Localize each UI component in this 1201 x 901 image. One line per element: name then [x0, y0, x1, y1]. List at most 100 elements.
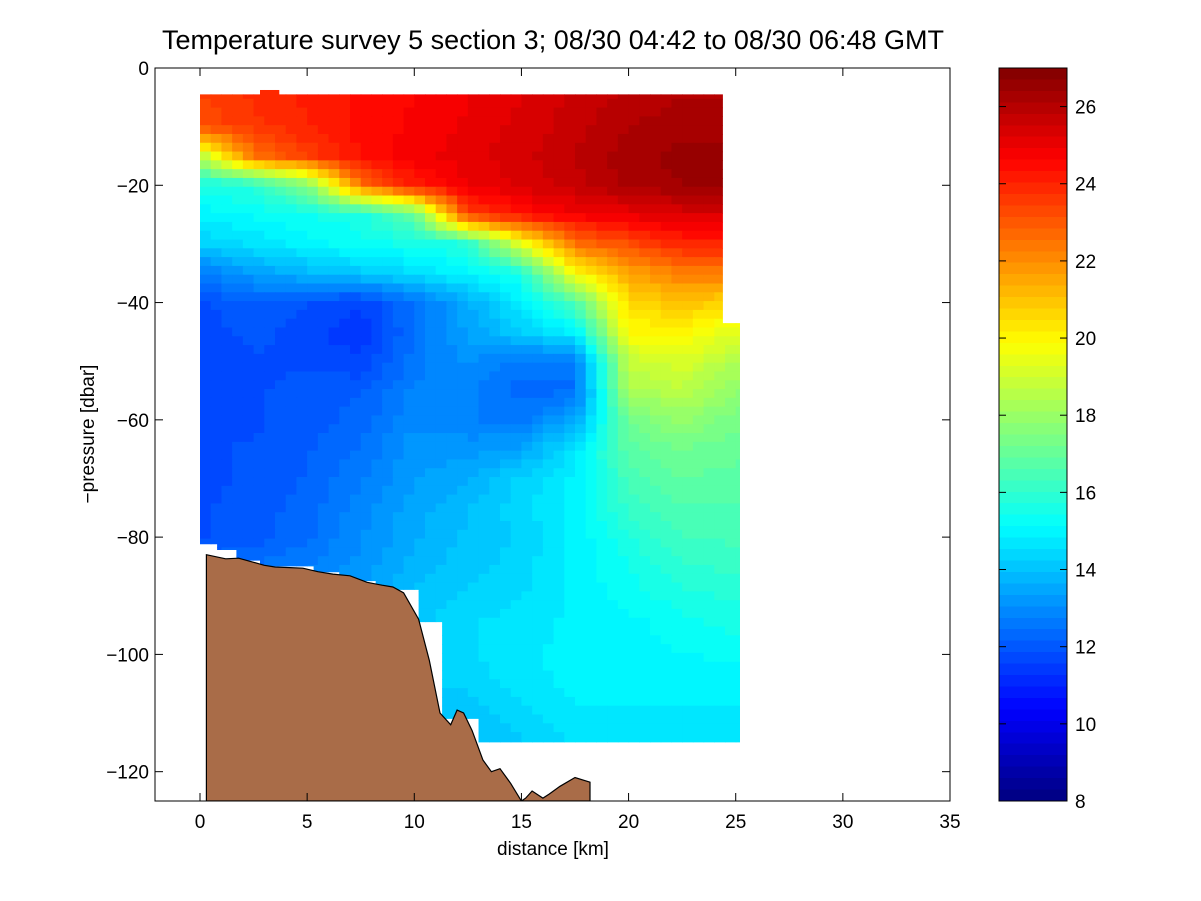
temperature-cell — [392, 485, 405, 496]
temperature-cell — [532, 670, 544, 680]
temperature-cell — [607, 591, 619, 601]
temperature-cell — [575, 265, 587, 276]
temperature-cell — [575, 459, 587, 469]
temperature-cell — [510, 107, 523, 117]
temperature-cell — [317, 239, 330, 249]
temperature-cell — [575, 89, 587, 100]
temperature-cell — [628, 292, 640, 302]
temperature-cell — [478, 248, 490, 258]
temperature-cell — [510, 380, 523, 390]
temperature-cell — [253, 133, 265, 144]
temperature-cell — [650, 389, 662, 399]
temperature-cell — [221, 133, 233, 144]
temperature-cell — [307, 415, 319, 425]
temperature-cell — [617, 582, 630, 592]
temperature-cell — [253, 89, 265, 100]
temperature-cell — [446, 459, 458, 469]
temperature-cell — [285, 177, 298, 188]
temperature-cell — [446, 274, 458, 285]
temperature-cell — [714, 177, 726, 188]
temperature-cell — [242, 415, 255, 425]
temperature-cell — [221, 503, 233, 513]
temperature-cell — [435, 380, 448, 390]
temperature-cell — [564, 696, 576, 707]
temperature-cell — [467, 520, 480, 531]
temperature-cell — [382, 345, 394, 355]
temperature-cell — [725, 441, 737, 452]
temperature-cell — [725, 468, 737, 478]
temperature-cell — [425, 512, 437, 522]
temperature-cell — [350, 380, 362, 390]
temperature-cell — [392, 116, 405, 126]
temperature-cell — [457, 644, 469, 654]
temperature-cell — [275, 230, 287, 241]
temperature-cell — [392, 309, 405, 320]
temperature-cell — [725, 353, 737, 364]
temperature-cell — [714, 644, 726, 654]
temperature-cell — [457, 547, 469, 557]
temperature-cell — [425, 257, 437, 267]
temperature-cell — [660, 230, 673, 241]
temperature-cell — [596, 635, 608, 645]
temperature-cell — [650, 538, 662, 548]
temperature-cell — [446, 89, 458, 100]
temperature-cell — [532, 529, 544, 540]
temperature-cell — [392, 336, 405, 346]
temperature-cell — [435, 309, 448, 320]
temperature-cell — [210, 195, 223, 205]
temperature-cell — [542, 169, 555, 179]
seafloor-bathymetry — [205, 553, 591, 801]
temperature-cell — [628, 626, 640, 636]
temperature-cell — [350, 186, 362, 197]
temperature-cell — [307, 283, 319, 293]
temperature-cell — [671, 512, 683, 522]
temperature-cell — [296, 345, 308, 355]
temperature-cell — [650, 151, 662, 161]
temperature-cell — [532, 169, 544, 179]
temperature-cell — [221, 98, 233, 109]
temperature-cell — [639, 133, 651, 144]
temperature-cell — [575, 371, 587, 381]
temperature-cell — [210, 397, 223, 408]
temperature-cell — [467, 142, 480, 153]
temperature-cell — [350, 160, 362, 170]
temperature-cell — [714, 107, 726, 117]
temperature-cell — [553, 133, 565, 144]
temperature-cell — [735, 336, 740, 346]
temperature-cell — [232, 336, 244, 346]
temperature-cell — [360, 529, 373, 540]
temperature-cell — [735, 406, 740, 417]
temperature-cell — [457, 213, 469, 223]
temperature-cell — [553, 723, 565, 733]
temperature-cell — [414, 512, 426, 522]
temperature-cell — [500, 389, 512, 399]
temperature-cell — [446, 230, 458, 241]
temperature-cell — [703, 520, 715, 531]
temperature-cell — [575, 204, 587, 214]
temperature-cell — [264, 336, 276, 346]
temperature-cell — [714, 397, 726, 408]
temperature-cell — [382, 195, 394, 205]
temperature-cell — [542, 318, 555, 329]
temperature-cell — [317, 107, 330, 117]
x-tick-label: 5 — [302, 812, 313, 833]
temperature-cell — [317, 362, 330, 373]
temperature-cell — [414, 389, 426, 399]
temperature-cell — [703, 239, 715, 249]
temperature-cell — [725, 652, 737, 663]
temperature-cell — [682, 116, 694, 126]
temperature-cell — [575, 468, 587, 478]
temperature-cell — [585, 512, 598, 522]
temperature-cell — [328, 477, 340, 487]
temperature-cell — [500, 257, 512, 267]
temperature-cell — [242, 169, 255, 179]
temperature-cell — [296, 362, 308, 373]
temperature-cell — [317, 345, 330, 355]
temperature-cell — [596, 345, 608, 355]
temperature-cell — [360, 309, 373, 320]
temperature-cell — [264, 169, 276, 179]
temperature-cell — [564, 415, 576, 425]
temperature-cell — [371, 292, 383, 302]
temperature-cell — [307, 441, 319, 452]
temperature-cell — [253, 459, 265, 469]
